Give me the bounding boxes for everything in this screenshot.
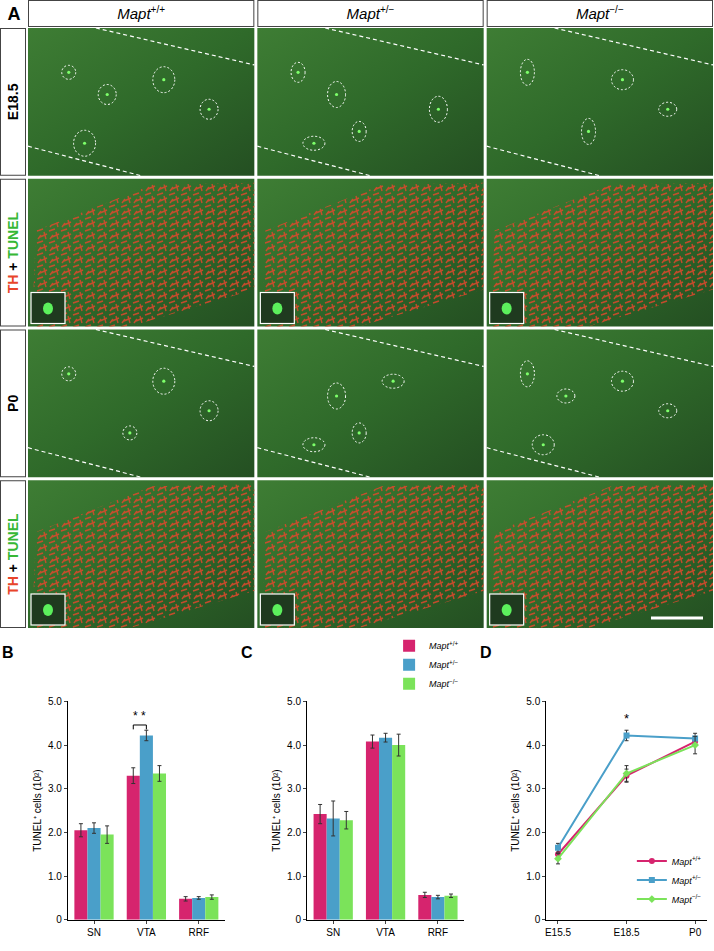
svg-text:4.0: 4.0 <box>48 740 62 751</box>
svg-text:1.0: 1.0 <box>48 871 62 882</box>
svg-text:5.0: 5.0 <box>287 696 301 707</box>
svg-text:TUNEL⁺ cells (10²): TUNEL⁺ cells (10²) <box>510 769 521 851</box>
svg-text:TUNEL⁺ cells (10²): TUNEL⁺ cells (10²) <box>32 769 43 851</box>
svg-text:2.0: 2.0 <box>526 827 540 838</box>
svg-text:Mapt+/−: Mapt+/− <box>347 4 395 22</box>
svg-text:A: A <box>8 4 21 24</box>
svg-text:Mapt−/−: Mapt−/− <box>576 4 624 22</box>
svg-text:2.0: 2.0 <box>287 827 301 838</box>
svg-text:Mapt​+/−​: Mapt​+/−​ <box>672 874 701 886</box>
svg-text:B: B <box>2 644 14 661</box>
svg-text:TUNEL⁺ cells (10²): TUNEL⁺ cells (10²) <box>271 769 282 851</box>
svg-text:*: * <box>624 711 629 726</box>
svg-text:0: 0 <box>295 914 301 925</box>
svg-text:VTA: VTA <box>376 927 395 938</box>
svg-text:TH + TUNEL: TH + TUNEL <box>5 513 21 595</box>
svg-text:RRF: RRF <box>188 927 209 938</box>
svg-text:1.0: 1.0 <box>287 871 301 882</box>
svg-text:Mapt​+/−​: Mapt​+/−​ <box>429 659 458 671</box>
svg-text:5.0: 5.0 <box>526 696 540 707</box>
svg-text:4.0: 4.0 <box>287 740 301 751</box>
svg-text:SN: SN <box>87 927 101 938</box>
svg-text:E15.5: E15.5 <box>545 927 572 938</box>
svg-text:D: D <box>480 644 492 661</box>
svg-text:3.0: 3.0 <box>48 783 62 794</box>
svg-text:Mapt​−/−​: Mapt​−/−​ <box>429 678 458 690</box>
svg-text:1.0: 1.0 <box>526 871 540 882</box>
svg-text:P0: P0 <box>689 927 702 938</box>
svg-text:* *: * * <box>133 709 146 723</box>
svg-text:2.0: 2.0 <box>48 827 62 838</box>
svg-text:Mapt​+/+​: Mapt​+/+​ <box>672 855 701 867</box>
svg-text:0: 0 <box>535 914 541 925</box>
svg-text:VTA: VTA <box>137 927 156 938</box>
svg-text:3.0: 3.0 <box>287 783 301 794</box>
svg-text:Mapt+/+: Mapt+/+ <box>117 4 165 22</box>
svg-text:P0: P0 <box>5 395 21 412</box>
svg-text:Mapt​+/+​: Mapt​+/+​ <box>429 640 458 652</box>
svg-text:TH + TUNEL: TH + TUNEL <box>5 212 21 294</box>
svg-text:C: C <box>241 644 253 661</box>
svg-text:RRF: RRF <box>428 927 449 938</box>
svg-text:E18.5: E18.5 <box>613 927 640 938</box>
svg-text:0: 0 <box>56 914 62 925</box>
svg-text:3.0: 3.0 <box>526 783 540 794</box>
svg-text:SN: SN <box>326 927 340 938</box>
svg-text:4.0: 4.0 <box>526 740 540 751</box>
svg-text:5.0: 5.0 <box>48 696 62 707</box>
svg-text:Mapt​−/−​: Mapt​−/−​ <box>672 893 701 905</box>
svg-text:E18.5: E18.5 <box>5 83 21 120</box>
